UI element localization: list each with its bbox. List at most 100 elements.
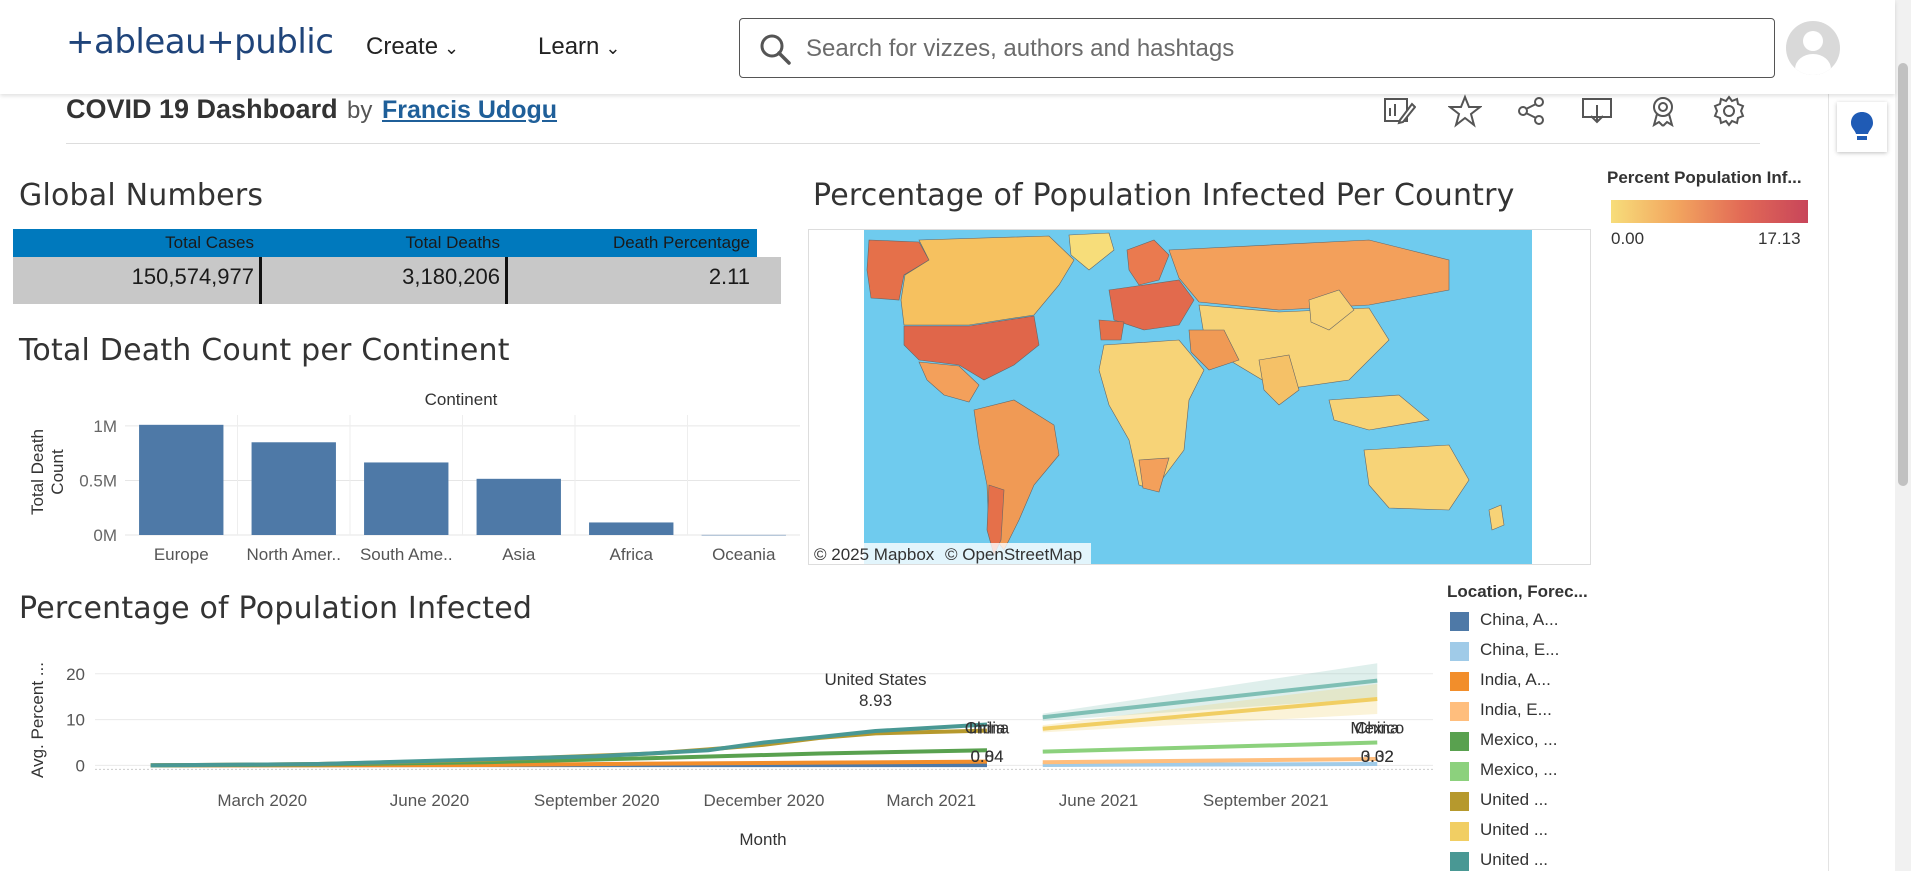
world-map-svg: © 2025 Mapbox © OpenStreetMap (809, 230, 1591, 565)
search-icon (758, 32, 792, 71)
nav-create-label: Create (366, 33, 438, 60)
page-scrollbar[interactable] (1895, 0, 1911, 871)
line-chart-xlabel: Month (739, 830, 786, 849)
value-total-deaths: 3,180,206 (263, 264, 500, 290)
line-xtick-label: September 2020 (534, 791, 660, 810)
legend-label: India, E... (1480, 700, 1552, 720)
legend-swatch (1450, 732, 1469, 751)
map-attribution-osm[interactable]: © OpenStreetMap (945, 545, 1082, 564)
line-ytick-label: 20 (66, 665, 85, 684)
legend-label: United ... (1480, 790, 1548, 810)
legend-swatch (1450, 642, 1469, 661)
legend-label: United ... (1480, 820, 1548, 840)
line-chart-ylabel: Avg. Percent ... (28, 662, 47, 778)
bar-category-label: Africa (610, 545, 654, 564)
value-total-cases: 150,574,977 (13, 264, 254, 290)
map-legend-max: 17.13 (1758, 229, 1801, 249)
nav-create[interactable]: Create ⌄ (366, 33, 459, 61)
series-line[interactable] (1043, 759, 1378, 762)
map-attribution-mapbox[interactable]: © 2025 Mapbox (814, 545, 935, 564)
bar[interactable] (702, 535, 786, 536)
badge-award-icon[interactable] (1646, 94, 1680, 128)
table-header: Total Cases Total Deaths Death Percentag… (13, 229, 757, 257)
bar-ytick-label: 1M (93, 417, 117, 436)
legend-label: Mexico, ... (1480, 760, 1557, 780)
user-avatar[interactable] (1786, 21, 1840, 75)
series-line[interactable] (1043, 743, 1378, 752)
nav-learn-label: Learn (538, 33, 599, 60)
search-input[interactable]: Search for vizzes, authors and hashtags (739, 18, 1775, 78)
search-placeholder: Search for vizzes, authors and hashtags (806, 35, 1234, 63)
bar[interactable] (477, 479, 561, 535)
map-title: Percentage of Population Infected Per Co… (813, 178, 1515, 213)
map-legend-title: Percent Population Inf... (1607, 168, 1802, 188)
world-map[interactable]: © 2025 Mapbox © OpenStreetMap (808, 229, 1591, 565)
legend-swatch (1450, 762, 1469, 781)
map-legend-gradient (1611, 200, 1808, 223)
line-xtick-label: March 2021 (886, 791, 976, 810)
edit-viz-icon[interactable] (1382, 94, 1416, 128)
legend-swatch (1450, 672, 1469, 691)
bar-ytick-label: 0.5M (79, 471, 117, 490)
bar[interactable] (252, 442, 336, 535)
table-row[interactable]: 150,574,977 3,180,206 2.11 (13, 257, 781, 304)
viz-by-label: by (347, 97, 372, 125)
header-total-deaths: Total Deaths (263, 233, 500, 253)
share-icon[interactable] (1514, 94, 1548, 128)
map-country[interactable] (1099, 320, 1124, 340)
viz-title-bar: COVID 19 Dashboard by Francis Udogu (66, 94, 1760, 144)
line-annotation: China (1355, 718, 1400, 737)
favorite-star-icon[interactable] (1448, 94, 1482, 128)
global-numbers-table: Total Cases Total Deaths Death Percentag… (13, 229, 757, 304)
line-xtick-label: September 2021 (1203, 791, 1329, 810)
scrollbar-thumb[interactable] (1898, 63, 1908, 486)
header-death-percentage: Death Percentage (513, 233, 750, 253)
bar-chart-header: Continent (425, 390, 498, 409)
top-navigation-bar: +ableau+public Create ⌄ Learn ⌄ Search for… (0, 0, 1895, 94)
death-count-title: Total Death Count per Continent (19, 333, 510, 368)
bar-category-label: Asia (502, 545, 536, 564)
tableau-public-logo[interactable]: +ableau+public (66, 22, 333, 62)
download-icon[interactable] (1580, 94, 1614, 128)
line-ytick-label: 10 (66, 711, 85, 730)
location-legend-title: Location, Forec... (1447, 582, 1588, 602)
legend-label: China, A... (1480, 610, 1558, 630)
bar-category-label: North Amer.. (247, 545, 341, 564)
chevron-down-icon: ⌄ (605, 38, 620, 58)
lightbulb-icon[interactable] (1837, 102, 1887, 152)
series-line[interactable] (1043, 764, 1378, 765)
global-numbers-title: Global Numbers (19, 178, 263, 213)
legend-label: China, E... (1480, 640, 1559, 660)
bar-category-label: South Ame.. (360, 545, 453, 564)
side-panel (1828, 94, 1895, 871)
nav-learn[interactable]: Learn ⌄ (538, 33, 620, 61)
author-link[interactable]: Francis Udogu (382, 96, 557, 125)
map-country[interactable] (1489, 505, 1504, 530)
line-xtick-label: December 2020 (704, 791, 825, 810)
bar-category-label: Oceania (712, 545, 776, 564)
bar[interactable] (589, 522, 673, 535)
viz-title: COVID 19 Dashboard (66, 94, 338, 125)
logo-text: +ableau+public (66, 22, 333, 62)
line-annotation: United States (824, 670, 926, 689)
bar[interactable] (139, 425, 223, 535)
legend-swatch (1450, 792, 1469, 811)
legend-label: Mexico, ... (1480, 730, 1557, 750)
bar-chart-ylabel-2: Count (48, 449, 67, 495)
infected-chart-title: Percentage of Population Infected (19, 591, 532, 626)
map-legend-min: 0.00 (1611, 229, 1644, 249)
settings-gear-icon[interactable] (1712, 94, 1746, 128)
legend-label: India, A... (1480, 670, 1551, 690)
bar[interactable] (364, 462, 448, 535)
legend-label: United ... (1480, 850, 1548, 870)
legend-swatch (1450, 612, 1469, 631)
line-annotation: 3.02 (1361, 747, 1394, 766)
line-xtick-label: March 2020 (217, 791, 307, 810)
legend-swatch (1450, 852, 1469, 871)
bar-category-label: Europe (154, 545, 209, 564)
line-xtick-label: June 2021 (1059, 791, 1138, 810)
death-count-bar-chart: Continent Total Death Count 0M0.5M1MEuro… (13, 385, 803, 570)
header-total-cases: Total Cases (13, 233, 254, 253)
chevron-down-icon: ⌄ (444, 38, 459, 58)
